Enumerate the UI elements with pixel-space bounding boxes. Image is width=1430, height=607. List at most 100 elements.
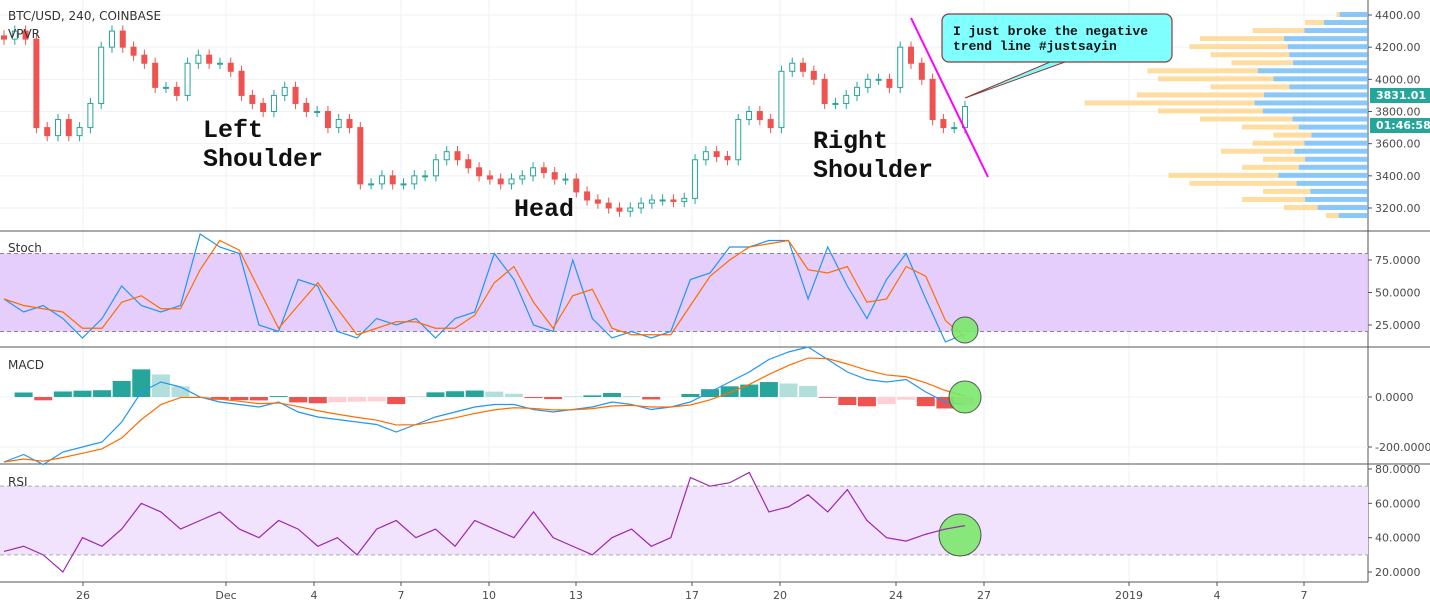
time-tick-label: 13 <box>569 589 583 602</box>
volume-profile-down-bar <box>1284 205 1318 210</box>
macd-histogram-bar <box>348 397 367 402</box>
volume-profile-down-bar <box>1326 213 1339 219</box>
macd-histogram-bar <box>269 396 288 397</box>
candle-down <box>130 46 137 56</box>
candle-up <box>270 94 277 112</box>
candle-up <box>778 70 785 129</box>
candle-up <box>216 62 223 65</box>
macd-histogram-bar <box>34 397 53 401</box>
candle-up <box>432 159 439 177</box>
candle-up <box>875 78 882 81</box>
price-tick-label: 3400.00 <box>1375 170 1421 183</box>
candle-up <box>702 151 709 161</box>
candle-down <box>249 94 256 104</box>
highlight-circle <box>938 513 982 557</box>
volume-profile-down-bar <box>1273 132 1312 138</box>
macd-histogram-bar <box>210 397 229 400</box>
time-tick-label: 24 <box>889 589 903 602</box>
volume-profile-down-bar <box>1231 60 1293 66</box>
vpvr-label[interactable]: VPVR <box>8 27 40 41</box>
volume-profile-up-bar <box>1264 92 1368 98</box>
candle-up <box>659 199 666 202</box>
macd-histogram-bar <box>759 382 778 397</box>
candle-down <box>152 62 159 88</box>
candle-down <box>551 172 558 180</box>
macd-histogram-bar <box>171 386 190 397</box>
candle-up <box>789 62 796 72</box>
candle-down <box>940 119 947 129</box>
price-tick-label: 4400.00 <box>1375 9 1421 22</box>
candle-down <box>810 70 817 80</box>
volume-profile-down-bar <box>1189 44 1288 50</box>
candle-up <box>335 119 342 129</box>
candle-up <box>508 178 515 185</box>
stoch-k-line <box>3 233 966 343</box>
candle-down <box>454 151 461 161</box>
macd-histogram-bar <box>53 391 72 397</box>
price-tick-label: 4000.00 <box>1375 73 1421 86</box>
candle-down <box>346 119 353 129</box>
rsi-tick-label: 80.0000 <box>1375 463 1421 476</box>
volume-profile-down-bar <box>1189 180 1297 186</box>
macd-histogram-bar <box>936 397 955 409</box>
volume-profile-down-bar <box>1200 116 1293 122</box>
last-price-value: 3831.01 <box>1376 89 1426 102</box>
candle-up <box>562 178 569 181</box>
candle-down <box>605 202 612 209</box>
candle-up <box>422 175 429 178</box>
macd-histogram-bar <box>583 395 602 397</box>
volume-profile-up-bar <box>1304 140 1368 146</box>
volume-profile-down-bar <box>1210 52 1290 58</box>
candle-up <box>400 183 407 186</box>
candle-up <box>281 86 288 96</box>
time-tick-label: 7 <box>1301 589 1308 602</box>
macd-histogram-bar <box>367 397 386 402</box>
candle-down <box>908 46 915 64</box>
volume-profile-up-bar <box>1263 108 1368 114</box>
time-tick-label: 27 <box>977 589 991 602</box>
macd-histogram-bar <box>544 397 563 400</box>
volume-profile-up-bar <box>1311 132 1368 138</box>
right-shoulder-label: Shoulder <box>813 156 933 185</box>
candle-up <box>76 127 83 137</box>
callout-text: I just broke the negative <box>953 24 1148 39</box>
bar-countdown: 01:46:58 <box>1376 119 1430 132</box>
stoch-tick-label: 25.0000 <box>1375 319 1421 332</box>
volume-profile-up-bar <box>1296 180 1368 186</box>
callout-box <box>941 13 1173 63</box>
macd-histogram-bar <box>818 397 837 398</box>
volume-profile-up-bar <box>1292 116 1368 122</box>
volume-profile-down-bar <box>1336 12 1340 17</box>
volume-profile-up-bar <box>1254 100 1368 106</box>
trend-line <box>910 17 989 178</box>
stoch-title: Stoch <box>8 241 42 255</box>
volume-profile-up-bar <box>1289 84 1368 90</box>
candle-down <box>227 62 234 72</box>
macd-histogram-bar <box>151 374 170 397</box>
callout-pointer <box>964 61 1066 99</box>
macd-histogram-bar <box>799 385 818 397</box>
candle-down <box>206 54 213 64</box>
macd-tick-label: 0.0000 <box>1375 391 1414 404</box>
volume-profile-down-bar <box>1242 196 1305 202</box>
volume-profile-up-bar <box>1339 12 1368 17</box>
left-shoulder-label: Shoulder <box>203 145 323 174</box>
candle-up <box>11 30 18 40</box>
candle-down <box>65 119 72 137</box>
volume-profile-up-bar <box>1338 213 1368 219</box>
candle-down <box>465 159 472 169</box>
candle-up <box>832 102 839 105</box>
candle-down <box>1 35 7 40</box>
candle-down <box>173 86 180 96</box>
volume-profile-down-bar <box>1137 92 1265 98</box>
macd-histogram-bar <box>701 389 720 397</box>
time-tick-label: 26 <box>76 589 90 602</box>
macd-histogram-bar <box>446 391 465 397</box>
volume-profile-up-bar <box>1304 28 1368 34</box>
macd-histogram-bar <box>289 397 308 403</box>
volume-profile-up-bar <box>1298 124 1368 130</box>
macd-histogram-bar <box>857 397 876 407</box>
candle-down <box>584 191 591 201</box>
candle-up <box>162 86 169 89</box>
